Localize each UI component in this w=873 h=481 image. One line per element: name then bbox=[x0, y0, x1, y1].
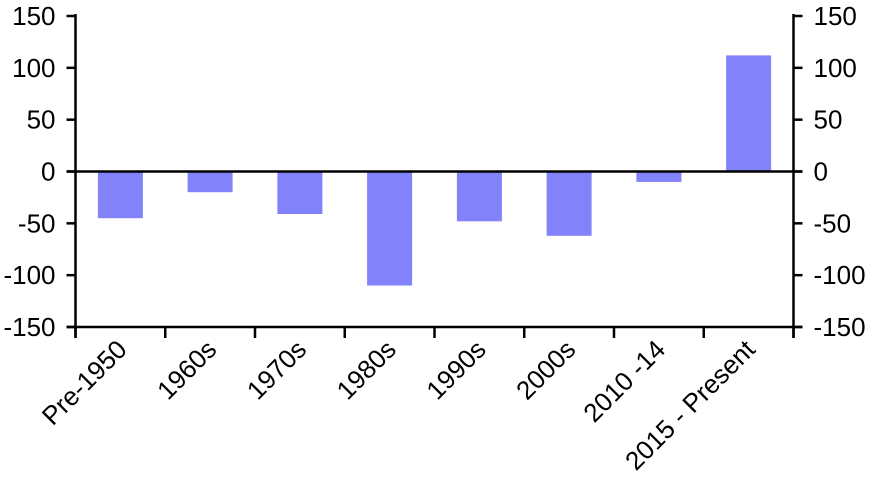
y-axis-tick-label-left: 50 bbox=[27, 105, 56, 135]
y-axis-tick-label-right: 50 bbox=[814, 105, 843, 135]
bar-pre-1950 bbox=[97, 171, 143, 219]
bar-1990s bbox=[456, 171, 502, 222]
y-axis-tick-label-left: -100 bbox=[3, 260, 55, 290]
y-axis-tick-label-left: 100 bbox=[12, 53, 55, 83]
bar-2010-14 bbox=[636, 171, 682, 182]
x-axis-label: 1980s bbox=[331, 334, 402, 405]
y-axis-tick-label-right: -150 bbox=[814, 312, 866, 342]
y-axis-tick-label-right: -100 bbox=[814, 260, 866, 290]
x-axis-label: 1990s bbox=[420, 334, 491, 405]
x-axis-label: 2000s bbox=[510, 334, 581, 405]
bar-1970s bbox=[277, 171, 323, 214]
y-axis-tick-label-right: -50 bbox=[814, 208, 852, 238]
x-axis-label: 2010 -14 bbox=[577, 334, 671, 428]
x-axis-label: Pre-1950 bbox=[36, 334, 133, 431]
y-axis-tick-label-left: 0 bbox=[41, 157, 55, 187]
y-axis-tick-label-left: -150 bbox=[3, 312, 55, 342]
bar-2000s bbox=[546, 171, 592, 236]
y-axis-tick-label-left: 150 bbox=[12, 1, 55, 31]
y-axis-tick-label-right: 150 bbox=[814, 1, 857, 31]
bar-2015-present bbox=[726, 55, 772, 172]
y-axis-tick-label-right: 100 bbox=[814, 53, 857, 83]
x-axis-label: 1960s bbox=[151, 334, 222, 405]
y-axis-tick-label-right: 0 bbox=[814, 157, 828, 187]
y-axis-tick-label-left: -50 bbox=[18, 208, 56, 238]
bar-1960s bbox=[187, 171, 233, 193]
bar-1980s bbox=[367, 171, 413, 286]
x-axis-label: 1970s bbox=[241, 334, 312, 405]
